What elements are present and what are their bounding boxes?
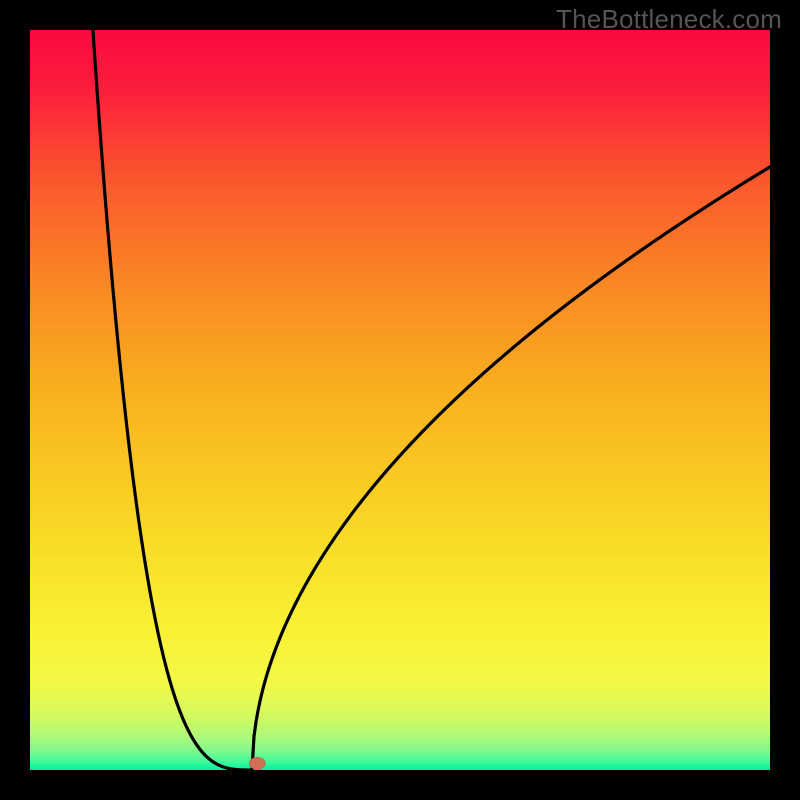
min-marker [249, 757, 265, 769]
plot-svg [30, 30, 770, 770]
chart-container: TheBottleneck.com [0, 0, 800, 800]
watermark-text: TheBottleneck.com [556, 4, 782, 35]
plot-area [30, 30, 770, 770]
plot-background [30, 30, 770, 770]
